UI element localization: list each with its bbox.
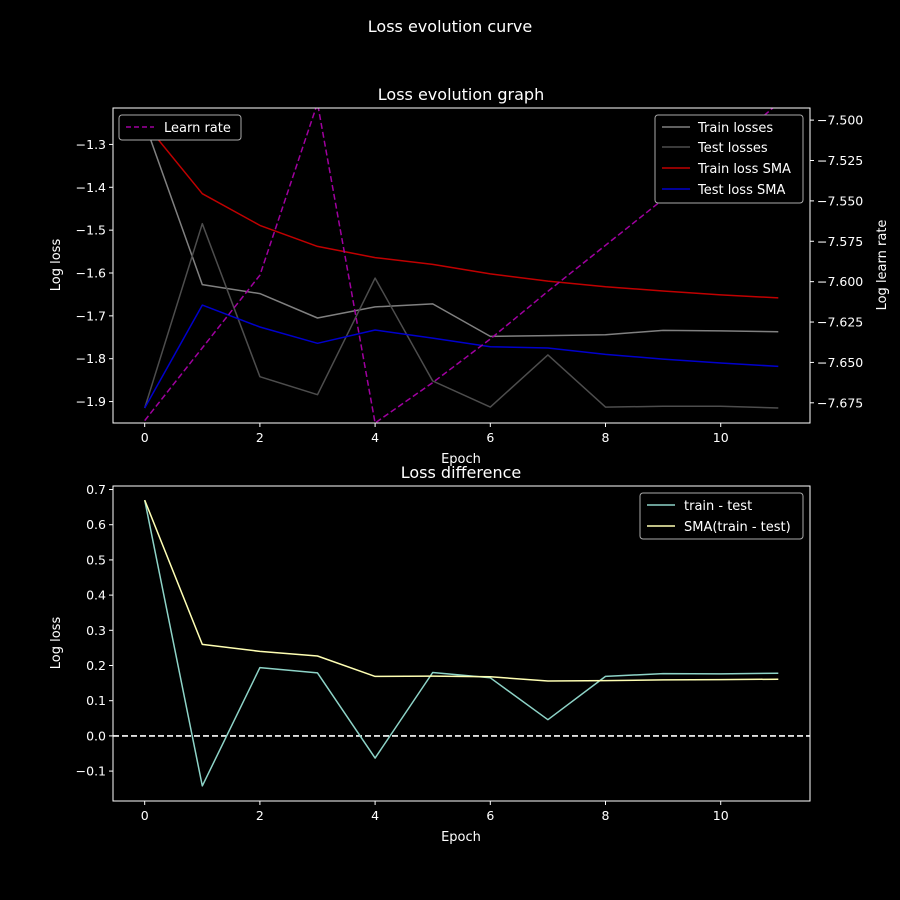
x-tick-label: 2	[256, 808, 264, 823]
y-tick-label: −1.8	[76, 351, 106, 366]
y-axis-ticks: −0.1 0.0 0.1 0.2 0.3 0.4 0.5 0.6 0.7	[76, 482, 113, 779]
y-tick-label: −1.3	[76, 137, 106, 152]
legend-entry: Train losses	[697, 121, 773, 136]
y-axis-label: Log loss	[49, 239, 64, 292]
chart-title: Loss difference	[401, 463, 522, 482]
y-axis-ticks: −1.9 −1.8 −1.7 −1.6 −1.5 −1.4 −1.3	[76, 137, 113, 409]
series-line-train-test	[143, 499, 779, 787]
plot-area	[143, 108, 779, 423]
legend-entry: Test loss SMA	[697, 183, 785, 198]
series-layer	[113, 499, 810, 787]
series-line-test-losses	[143, 222, 779, 409]
chart-title: Loss evolution graph	[378, 85, 544, 104]
x-tick-label: 0	[141, 430, 149, 445]
y-tick-label: 0.3	[86, 623, 106, 638]
x-tick-label: 2	[256, 430, 264, 445]
y2-tick-label: −7.550	[817, 193, 863, 208]
legend-entry: train - test	[684, 499, 752, 514]
y2-tick-label: −7.625	[817, 315, 863, 330]
y-tick-label: −1.4	[76, 180, 106, 195]
plot-frame	[112, 107, 811, 424]
legend-box	[654, 114, 804, 204]
x-tick-label: 8	[602, 430, 610, 445]
y-tick-label: 0.6	[86, 517, 106, 532]
x-axis-label: Epoch	[441, 830, 481, 845]
x-tick-label: 6	[486, 430, 494, 445]
x-tick-label: 6	[486, 808, 494, 823]
y-tick-label: −1.5	[76, 223, 106, 238]
legend-box	[639, 492, 804, 540]
y-tick-label: 0.7	[86, 482, 106, 497]
y-tick-label: 0.4	[86, 588, 106, 603]
series-line-sma-train-test	[144, 499, 779, 682]
series-line-train-loss-sma	[144, 122, 779, 299]
legend-entry: Train loss SMA	[697, 162, 791, 177]
legend-losses: Train losses Test losses Train loss SMA …	[654, 114, 804, 204]
y-tick-label: −1.7	[76, 308, 106, 323]
y-tick-label: 0.2	[86, 658, 106, 673]
x-tick-label: 10	[713, 808, 729, 823]
legend-box	[118, 114, 242, 141]
y2-tick-label: −7.600	[817, 274, 863, 289]
series-line-test-loss-sma	[144, 304, 779, 409]
x-tick-label: 0	[141, 808, 149, 823]
y2-tick-label: −7.675	[817, 395, 863, 410]
legend-learn-rate: Learn rate	[118, 114, 242, 141]
y-tick-label: −0.1	[76, 764, 106, 779]
legend-entry: Test losses	[697, 141, 768, 156]
x-tick-label: 4	[371, 808, 379, 823]
y2-axis-ticks: −7.675 −7.650 −7.625 −7.600 −7.575 −7.550 −7.5…	[810, 113, 863, 410]
series-line-train-losses	[143, 122, 779, 338]
y-tick-label: 0.0	[86, 728, 106, 743]
y-tick-label: 0.5	[86, 552, 106, 567]
loss-difference-chart: Loss difference 0 2 4 6 8 10 −0.1 0.0 0.1 0.2 0.3…	[49, 463, 811, 845]
plot-frame	[112, 485, 811, 802]
x-tick-label: 10	[713, 430, 729, 445]
x-axis-ticks: 0 2 4 6 8 10	[141, 423, 729, 445]
plot-area	[113, 499, 810, 787]
y2-tick-label: −7.500	[817, 113, 863, 128]
y-axis-label: Log loss	[49, 617, 64, 670]
x-tick-label: 4	[371, 430, 379, 445]
series-layer	[143, 108, 779, 423]
legend-entry: Learn rate	[164, 121, 231, 136]
y2-axis-label: Log learn rate	[875, 220, 890, 311]
loss-evolution-chart: Loss evolution graph 0 2 4 6 8 10 −1.9−1.8−1.…	[49, 85, 890, 467]
y2-tick-label: −7.650	[817, 355, 863, 370]
x-axis-label: Epoch	[441, 452, 481, 467]
y2-tick-label: −7.525	[817, 153, 863, 168]
figure-suptitle: Loss evolution curve	[368, 17, 532, 36]
y-tick-label: −1.9	[76, 394, 106, 409]
legend-difference: train - test SMA(train - test)	[639, 492, 804, 540]
x-tick-label: 8	[602, 808, 610, 823]
legend-entry: SMA(train - test)	[684, 520, 791, 535]
x-axis-ticks: 0 2 4 6 8 10	[141, 801, 729, 823]
y-tick-label: −1.6	[76, 266, 106, 281]
y2-tick-label: −7.575	[817, 234, 863, 249]
y-tick-label: 0.1	[86, 693, 106, 708]
